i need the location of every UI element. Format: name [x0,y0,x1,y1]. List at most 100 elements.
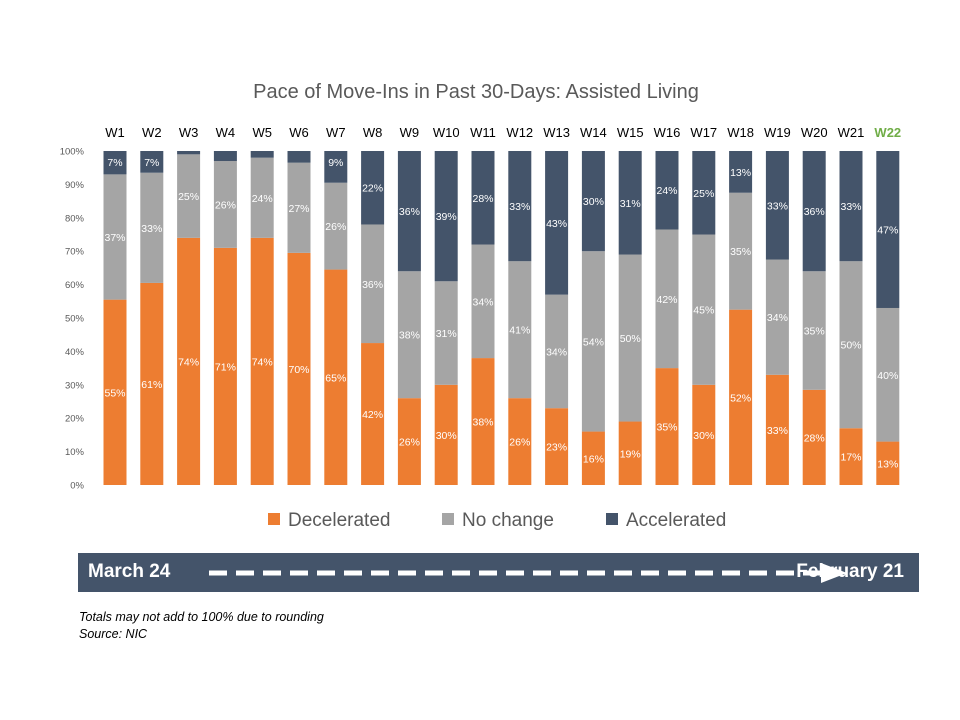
data-label: 71% [215,361,236,373]
y-tick-label: 100% [60,147,85,158]
legend-label: Decelerated [288,510,390,531]
bar-no-change [765,259,789,375]
data-label: 33% [767,200,788,212]
data-label: 9% [328,157,343,169]
y-tick-label: 80% [65,213,85,224]
data-label: 28% [472,193,493,205]
data-label: 35% [804,326,825,338]
category-labels: W1 W2 W3 W4 W5 W6 W7 W8 W9 W10 W11 W12 W13 W14 W15 W16 W… [105,125,901,140]
bar-decelerated [581,431,605,485]
bar-no-change [692,234,716,385]
bar-accelerated [213,151,237,162]
bar-no-change [545,294,569,409]
data-label: 33% [840,201,861,213]
data-label: 13% [877,458,898,470]
data-label: 41% [509,325,530,337]
category-label: W17 [690,125,717,140]
bar-no-change [581,251,605,432]
data-label: 26% [325,221,346,233]
bar-no-change [471,244,495,359]
bar-decelerated [655,368,679,485]
data-label: 31% [620,198,641,210]
bar-decelerated [692,384,716,485]
category-label: W22 [874,125,901,140]
category-label: W20 [801,125,828,140]
data-label: 34% [472,296,493,308]
bars: 55% 37% 7% 61% 33% 7% 74% 25% 71% 26% 74% 24% 70% 27%… [103,151,900,485]
bar-accelerated [177,151,201,155]
data-label: 13% [730,167,751,179]
bar-decelerated [545,408,569,485]
bar-decelerated [287,252,311,485]
bar-accelerated [287,151,311,163]
bar-accelerated [508,151,532,262]
data-label: 30% [583,196,604,208]
data-label: 50% [620,333,641,345]
y-tick-label: 0% [70,481,84,492]
legend-swatch [606,513,618,525]
data-label: 42% [656,294,677,306]
bar-decelerated [434,384,458,485]
bar-decelerated [103,299,127,485]
data-label: 31% [436,328,457,340]
data-label: 74% [178,356,199,368]
bar-no-change [177,154,201,238]
data-label: 52% [730,392,751,404]
data-label: 74% [252,356,273,368]
y-tick-label: 30% [65,380,85,391]
category-label: W8 [363,125,383,140]
bar-accelerated [324,151,348,183]
bar-accelerated [140,151,164,173]
data-label: 30% [693,430,714,442]
bar-decelerated [729,309,753,485]
bar-no-change [250,157,274,238]
footnote-rounding: Totals may not add to 100% due to roundi… [79,610,324,624]
bar-no-change [508,261,532,399]
data-label: 30% [436,430,457,442]
data-label: 65% [325,372,346,384]
timeline-start-label: March 24 [88,561,171,582]
category-label: W21 [838,125,865,140]
bar-decelerated [361,343,385,485]
dashed-arrow-icon [209,563,847,583]
category-label: W14 [580,125,607,140]
timeline-end-label: February 21 [796,561,904,582]
bar-no-change [103,174,127,300]
y-tick-label: 40% [65,347,85,358]
data-label: 26% [509,437,530,449]
bar-no-change [618,254,642,422]
bar-no-change [397,271,421,399]
bar-accelerated [692,151,716,235]
bar-accelerated [729,151,753,193]
legend: Decelerated No change Accelerated [268,510,726,531]
data-label: 34% [767,312,788,324]
bar-no-change [839,261,863,429]
bar-no-change [213,161,237,248]
category-label: W11 [470,125,496,140]
bar-accelerated [802,151,826,272]
data-label: 26% [399,437,420,449]
bar-no-change [287,162,311,253]
bar-accelerated [103,151,127,175]
category-label: W1 [105,125,125,140]
data-label: 61% [141,379,162,391]
bar-no-change [324,182,348,270]
y-tick-label: 20% [65,414,85,425]
category-label: W10 [433,125,460,140]
data-label: 24% [656,185,677,197]
bar-no-change [361,224,385,344]
bar-accelerated [361,151,385,225]
category-label: W3 [179,125,199,140]
bar-accelerated [581,151,605,252]
data-label: 35% [656,422,677,434]
data-label: 25% [693,188,714,200]
bar-decelerated [618,421,642,485]
data-label: 36% [804,206,825,218]
bar-decelerated [802,389,826,485]
bar-decelerated [876,441,900,485]
y-tick-label: 50% [65,314,85,325]
bar-accelerated [397,151,421,272]
bar-no-change [729,192,753,310]
data-label: 36% [362,279,383,291]
bar-no-change [802,271,826,390]
